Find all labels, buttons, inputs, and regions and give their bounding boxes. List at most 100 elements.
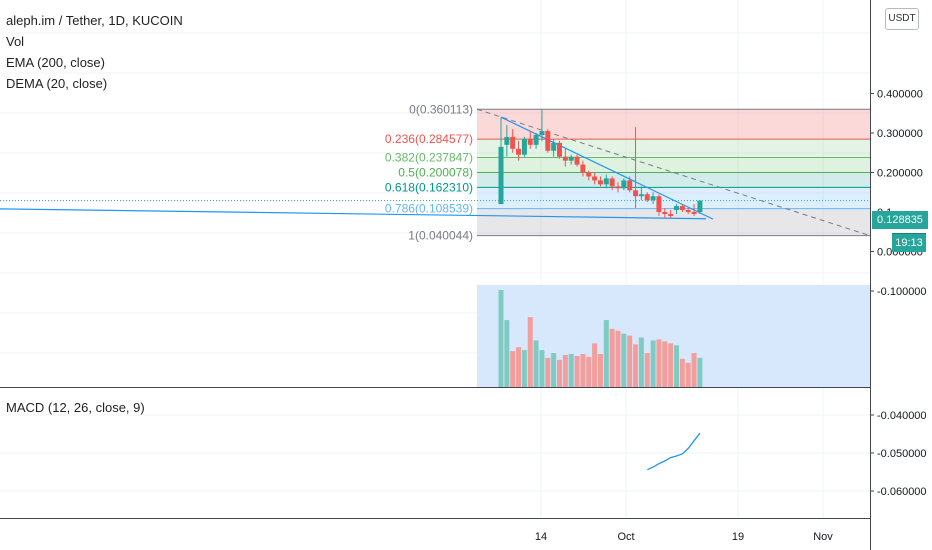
candle-body bbox=[498, 146, 504, 205]
candle-body bbox=[562, 156, 568, 161]
volume-bar bbox=[627, 335, 633, 387]
price-tick-label: 0.300000 bbox=[877, 128, 923, 140]
price-tick-label: -0.100000 bbox=[877, 286, 927, 298]
fib-level-label: 0.786(0.108539) bbox=[385, 202, 473, 216]
volume-bar bbox=[691, 353, 697, 387]
candle-body bbox=[592, 176, 598, 181]
volume-bar bbox=[697, 357, 703, 387]
volume-bar bbox=[504, 320, 510, 387]
fib-retracement[interactable]: 0(0.360113) 0.236(0.284577) 0.382(0.237847… bbox=[385, 102, 871, 243]
indicator-dema[interactable]: DEMA (20, close) bbox=[6, 76, 108, 91]
candle-body bbox=[633, 190, 639, 197]
volume-bar bbox=[656, 339, 662, 387]
volume-bar bbox=[650, 340, 656, 387]
volume-bar bbox=[609, 328, 615, 387]
macd-tick-label: -0.050000 bbox=[877, 448, 927, 460]
fib-zone bbox=[477, 187, 870, 209]
candle-body bbox=[650, 196, 656, 201]
candle-body bbox=[539, 131, 545, 135]
symbol-title: aleph.im / Tether, 1D, KUCOIN bbox=[6, 13, 183, 28]
candle-body bbox=[510, 136, 516, 149]
volume-bar bbox=[679, 358, 685, 387]
candle-body bbox=[674, 206, 679, 211]
candle-body bbox=[662, 212, 668, 214]
volume-bar bbox=[562, 354, 568, 387]
candle-body bbox=[545, 131, 551, 151]
fib-level-label: 1(0.040044) bbox=[408, 229, 473, 243]
candle-body bbox=[691, 212, 697, 214]
volume-bar bbox=[521, 350, 527, 387]
candle-body bbox=[621, 180, 627, 189]
candle-body bbox=[568, 156, 574, 161]
currency-button[interactable]: USDT bbox=[885, 8, 919, 30]
volume-bar bbox=[557, 359, 562, 387]
countdown-label: 19:13 bbox=[892, 233, 926, 252]
candle-body bbox=[615, 186, 621, 189]
volume-bar bbox=[674, 345, 679, 387]
time-tick-label: 19 bbox=[732, 531, 744, 543]
fib-level-label: 0.618(0.162310) bbox=[385, 180, 473, 194]
fib-level-label: 0.5(0.200078) bbox=[398, 165, 473, 179]
price-tick-label: 0.200000 bbox=[877, 168, 923, 180]
fib-zone bbox=[477, 157, 870, 173]
time-tick-label: Nov bbox=[813, 531, 833, 543]
volume-bar bbox=[638, 337, 644, 387]
candle-body bbox=[679, 206, 685, 211]
time-tick-label: Oct bbox=[617, 531, 634, 543]
time-tick-label: 14 bbox=[535, 531, 547, 543]
volume-bar bbox=[597, 354, 603, 387]
candlesticks bbox=[498, 109, 703, 218]
indicator-ema[interactable]: EMA (200, close) bbox=[6, 55, 105, 70]
fib-zone bbox=[477, 172, 870, 188]
candle-body bbox=[516, 148, 522, 155]
candle-body bbox=[551, 142, 557, 151]
candle-body bbox=[697, 200, 703, 212]
volume-bar bbox=[668, 343, 674, 387]
volume-bar bbox=[644, 353, 650, 387]
candle-body bbox=[668, 213, 674, 216]
indicator-macd[interactable]: MACD (12, 26, close, 9) bbox=[6, 400, 145, 415]
candle-body bbox=[597, 180, 603, 185]
volume-bar bbox=[510, 351, 516, 387]
lower-trendline bbox=[0, 208, 707, 220]
volume-bar bbox=[545, 357, 551, 387]
indicator-vol[interactable]: Vol bbox=[6, 34, 25, 49]
macd-tick-label: -0.060000 bbox=[877, 486, 927, 498]
volume-bar bbox=[633, 344, 639, 387]
volume-bar bbox=[539, 350, 545, 387]
volume-bar bbox=[533, 340, 539, 387]
time-axis[interactable]: 14 Oct 19 Nov bbox=[535, 531, 833, 543]
candle-body bbox=[627, 180, 633, 191]
chart-title: aleph.im / Tether, 1D, KUCOIN bbox=[6, 11, 183, 31]
fib-trend-line bbox=[476, 108, 871, 237]
volume-bar bbox=[527, 317, 533, 387]
candle-body bbox=[533, 134, 539, 145]
price-tick-label: 0.400000 bbox=[877, 89, 923, 101]
macd-tick-label: -0.040000 bbox=[877, 410, 927, 422]
volume-bar bbox=[551, 353, 557, 387]
volume-bar bbox=[615, 330, 621, 387]
volume-bar bbox=[580, 354, 586, 387]
volume-bar bbox=[498, 290, 504, 387]
candle-body bbox=[609, 178, 615, 187]
price-axis[interactable]: 0.4000000.3000000.2000000.000000-0.10000… bbox=[870, 0, 932, 550]
volume-bar bbox=[592, 343, 598, 387]
volume-bar bbox=[574, 355, 580, 387]
volume-bar bbox=[516, 347, 522, 387]
axis-background bbox=[871, 0, 932, 550]
fib-level-label: 0.236(0.284577) bbox=[385, 132, 473, 146]
candle-body bbox=[557, 142, 562, 157]
candle-body bbox=[527, 138, 533, 145]
candle-body bbox=[521, 138, 527, 155]
macd-line bbox=[647, 432, 701, 471]
candle-body bbox=[586, 172, 592, 177]
candle-body bbox=[603, 178, 609, 185]
fib-level-label: 0(0.360113) bbox=[409, 102, 473, 116]
macd-pane: -0.040000 -0.050000 -0.060000 bbox=[647, 410, 927, 498]
volume-bars bbox=[477, 285, 870, 387]
candle-body bbox=[644, 194, 650, 201]
candle-body bbox=[656, 196, 662, 212]
candle-body bbox=[504, 136, 510, 145]
